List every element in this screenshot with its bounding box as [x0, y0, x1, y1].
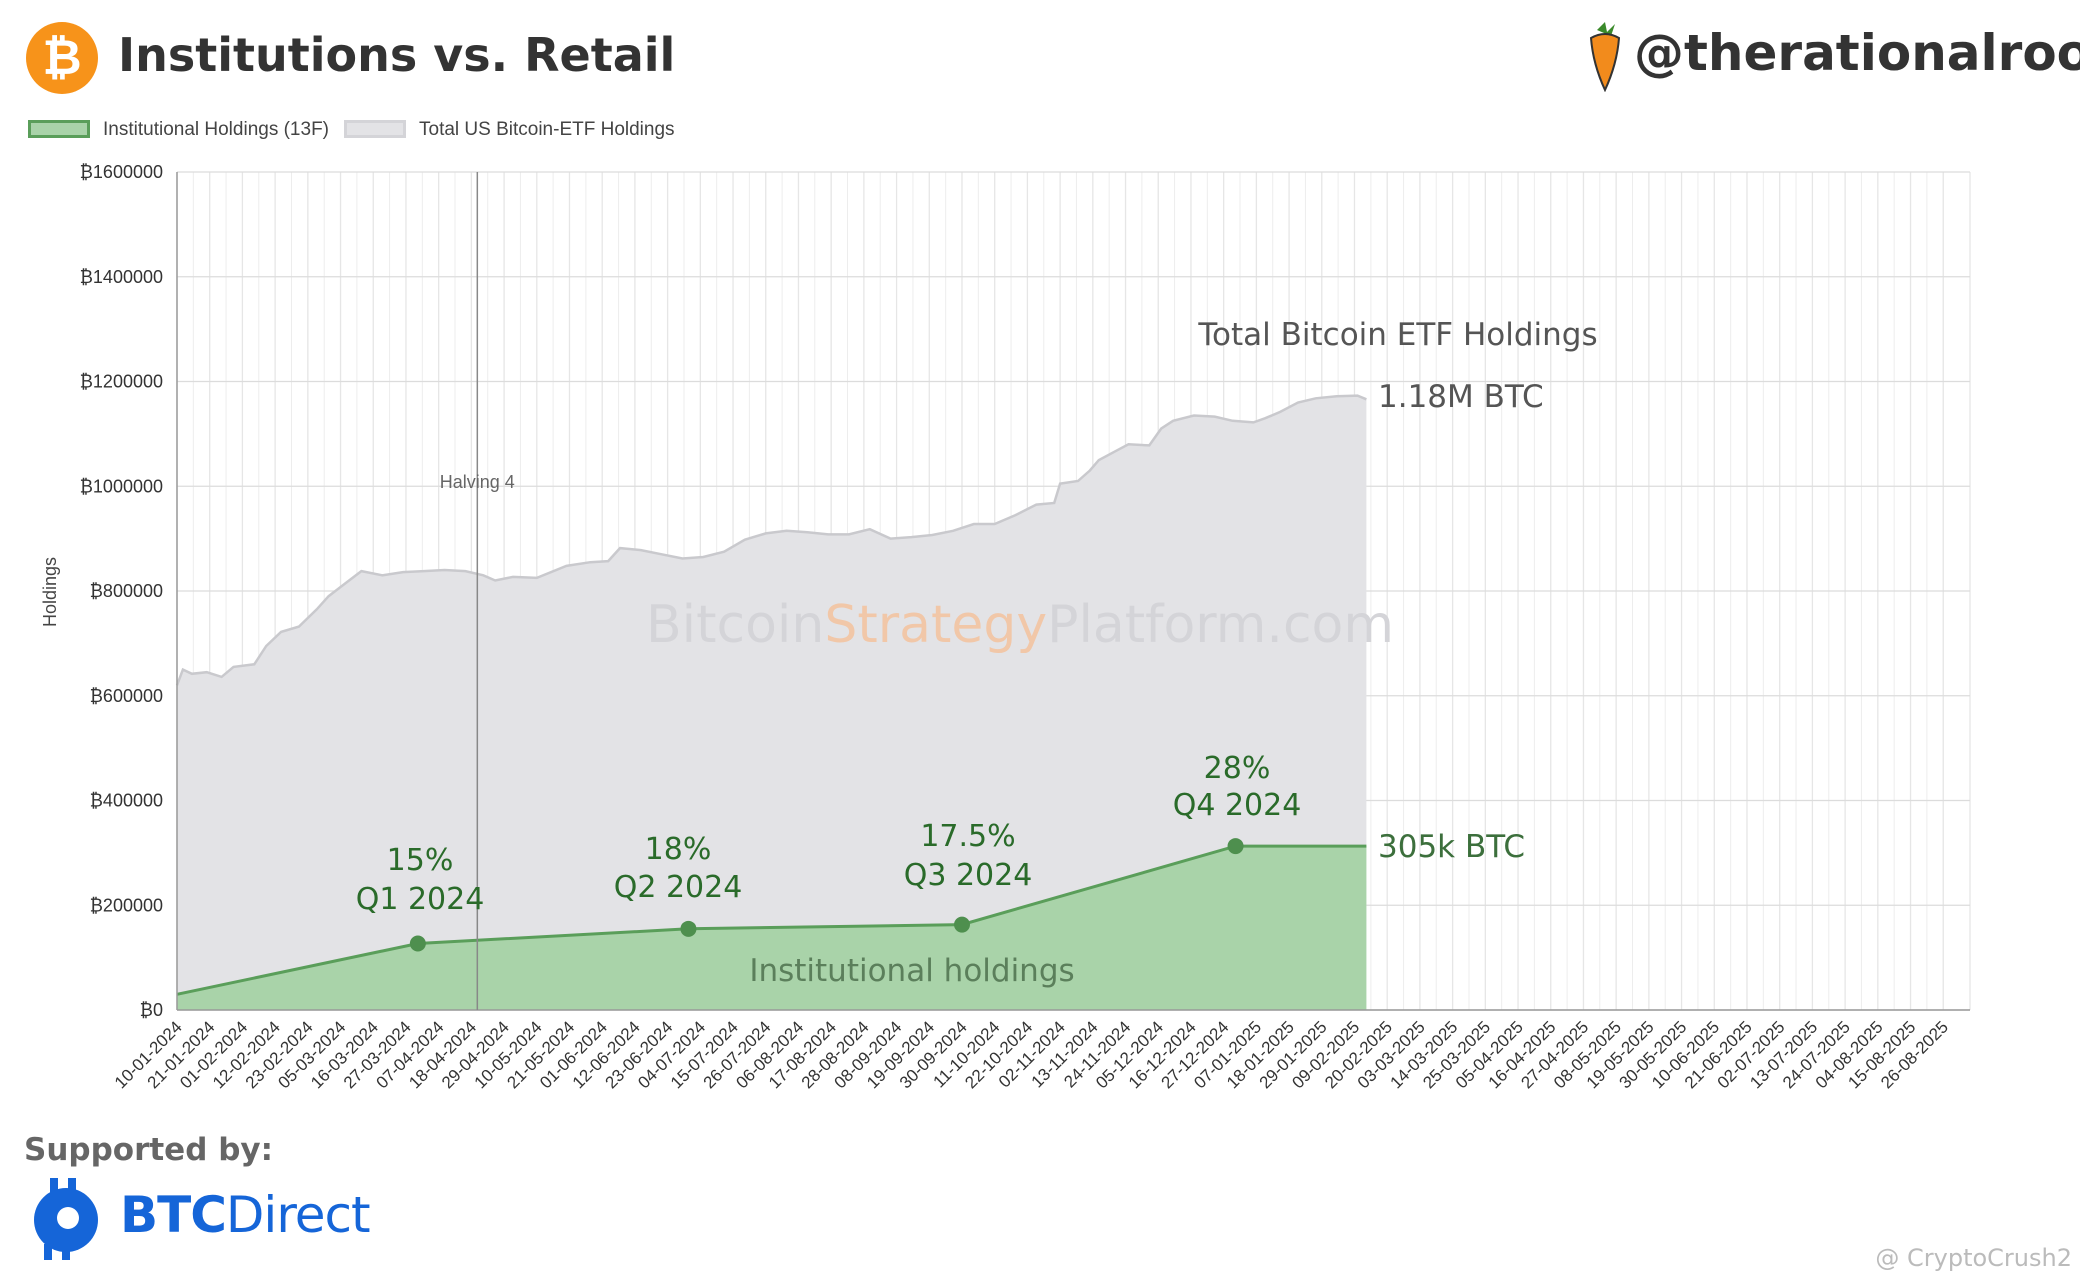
- carrot-icon: [1589, 22, 1621, 92]
- watermark-part3: Platform.com: [1047, 595, 1394, 655]
- y-tick-label: ₿1200000: [80, 372, 163, 392]
- sponsor-name-suffix: Direct: [225, 1186, 371, 1244]
- y-tick-label: ₿600000: [90, 686, 163, 706]
- y-axis-label: Holdings: [40, 557, 60, 627]
- watermark-part1: Bitcoin: [646, 595, 824, 655]
- watermark: BitcoinStrategyPlatform.com: [646, 595, 1394, 655]
- annotations: 15% Q1 2024 18%Q2 2024 17.5% Q3 2024 28%Q4 20…: [356, 317, 1598, 989]
- data-markers: [409, 838, 1244, 952]
- y-tick-label: ₿200000: [90, 895, 163, 915]
- y-tick-label: ₿1600000: [80, 162, 163, 182]
- y-tick-label: ₿400000: [90, 791, 163, 811]
- q1-quarter-label: Q1 2024: [356, 882, 485, 917]
- institutional-title: Institutional holdings: [749, 953, 1074, 989]
- total-etf-area: [177, 395, 1367, 1011]
- total-etf-title: Total Bitcoin ETF Holdings: [1197, 317, 1597, 353]
- y-tick-label: ₿0: [140, 1000, 163, 1020]
- q4-percent-label: 28%: [1204, 751, 1271, 786]
- legend-swatch-institutional: [28, 120, 90, 138]
- bitcoin-logo-glyph: ₿: [42, 30, 82, 86]
- institutional-value: 305k BTC: [1378, 829, 1525, 865]
- legend-item-total[interactable]: Total US Bitcoin-ETF Holdings: [344, 118, 704, 142]
- chart-canvas: BitcoinStrategyPlatform.com ₿0 ₿200000 ₿40…: [40, 162, 1971, 1092]
- institutional-marker: [953, 916, 970, 933]
- q2-quarter-label: Q2 2024: [614, 870, 743, 905]
- legend-label-institutional: Institutional Holdings (13F): [103, 119, 329, 140]
- halving-label: Halving 4: [440, 472, 515, 492]
- legend-item-institutional[interactable]: Institutional Holdings (13F): [28, 118, 348, 142]
- institutional-marker: [409, 935, 426, 952]
- q3-percent-label: 17.5%: [920, 819, 1015, 854]
- total-etf-line: [175, 394, 1367, 686]
- total-etf-value: 1.18M BTC: [1378, 379, 1544, 415]
- watermark-part2: Strategy: [824, 595, 1047, 655]
- sponsor-name-prefix: BTC: [120, 1186, 227, 1244]
- institutional-marker: [680, 920, 697, 937]
- bitcoin-logo-icon: ₿: [26, 22, 98, 94]
- q2-percent-label: 18%: [645, 832, 712, 867]
- q1-percent-label: 15%: [387, 843, 454, 878]
- institutional-marker: [1227, 838, 1244, 855]
- sponsor-name: BTCDirect: [120, 1186, 371, 1244]
- image-credit: @ CryptoCrush2: [1875, 1244, 2072, 1272]
- legend-label-total: Total US Bitcoin-ETF Holdings: [419, 119, 675, 140]
- y-tick-label: ₿1400000: [80, 267, 163, 287]
- legend-swatch-total: [344, 120, 406, 138]
- y-tick-label: ₿1000000: [80, 476, 163, 496]
- institutional-line: [176, 844, 1367, 996]
- header: ₿ Institutions vs. Retail @therationalro…: [0, 0, 2080, 115]
- supported-by-label: Supported by:: [24, 1132, 273, 1168]
- author-handle: @therationalroot: [1634, 24, 2080, 82]
- y-tick-label: ₿800000: [90, 581, 163, 601]
- btcdirect-logo-icon: [34, 1178, 98, 1260]
- q3-quarter-label: Q3 2024: [904, 858, 1033, 893]
- area-series: [175, 394, 1367, 1011]
- q4-quarter-label: Q4 2024: [1173, 788, 1302, 823]
- chart-title: Institutions vs. Retail: [118, 28, 676, 82]
